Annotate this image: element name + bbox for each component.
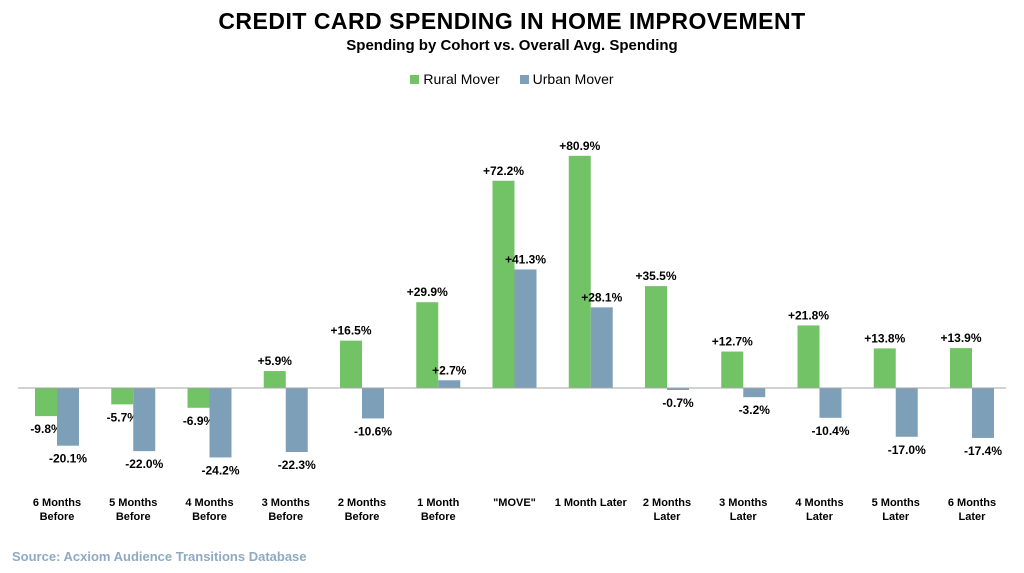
bar-urban-7 xyxy=(590,307,613,388)
category-label-1-line-0: 5 Months xyxy=(109,497,157,509)
category-label-1-line-1: Before xyxy=(116,511,151,523)
data-label-rural-6: +72.2% xyxy=(483,164,524,178)
bar-rural-6 xyxy=(492,180,515,388)
category-label-4-line-1: Before xyxy=(345,511,380,523)
bar-urban-11 xyxy=(895,388,918,437)
category-label-10-line-1: Later xyxy=(806,511,834,523)
bar-rural-4 xyxy=(340,340,362,388)
legend-item-rural: Rural Mover xyxy=(410,71,500,87)
bar-rural-5 xyxy=(416,302,439,388)
category-label-12-line-1: Later xyxy=(959,511,987,523)
bar-rural-9 xyxy=(721,351,744,388)
data-label-rural-10: +21.8% xyxy=(788,308,829,322)
data-label-rural-4: +16.5% xyxy=(330,324,371,338)
data-label-rural-1: -5.7% xyxy=(107,410,139,424)
category-label-2-line-0: 4 Months xyxy=(185,497,233,509)
bar-rural-8 xyxy=(645,286,667,388)
legend: Rural Mover Urban Mover xyxy=(0,71,1024,87)
bar-urban-12 xyxy=(972,388,994,438)
data-label-urban-0: -20.1% xyxy=(49,452,87,466)
data-label-urban-5: +2.7% xyxy=(432,363,467,377)
data-label-rural-8: +35.5% xyxy=(635,269,676,283)
category-label-5-line-1: Before xyxy=(421,511,456,523)
data-label-urban-2: -24.2% xyxy=(201,463,239,477)
category-label-0-line-1: Before xyxy=(40,511,75,523)
bar-rural-0 xyxy=(35,388,57,417)
legend-label-rural: Rural Mover xyxy=(423,71,500,87)
data-label-urban-4: -10.6% xyxy=(354,424,392,438)
bar-urban-0 xyxy=(57,388,79,446)
bar-rural-12 xyxy=(950,348,972,388)
category-label-3-line-0: 3 Months xyxy=(262,497,310,509)
category-label-12-line-0: 6 Months xyxy=(948,497,996,509)
bar-rural-1 xyxy=(111,388,134,405)
data-label-urban-8: -0.7% xyxy=(662,396,694,410)
category-label-6-line-0: "MOVE" xyxy=(493,497,536,509)
bar-rural-10 xyxy=(797,325,820,388)
data-label-urban-12: -17.4% xyxy=(964,444,1002,458)
data-label-urban-10: -10.4% xyxy=(811,424,849,438)
chart-subtitle: Spending by Cohort vs. Overall Avg. Spen… xyxy=(346,37,678,54)
bar-urban-10 xyxy=(819,388,842,418)
chart-title: CREDIT CARD SPENDING IN HOME IMPROVEMENT xyxy=(218,8,806,34)
legend-swatch-rural xyxy=(410,74,420,84)
category-label-5-line-0: 1 Month xyxy=(417,497,459,509)
bar-rural-11 xyxy=(873,348,896,388)
data-label-rural-7: +80.9% xyxy=(559,139,600,153)
category-label-4-line-0: 2 Months xyxy=(338,497,386,509)
legend-item-urban: Urban Mover xyxy=(519,71,614,87)
data-label-urban-7: +28.1% xyxy=(581,290,622,304)
category-label-0-line-0: 6 Months xyxy=(33,497,81,509)
category-label-3-line-1: Before xyxy=(268,511,303,523)
data-label-urban-11: -17.0% xyxy=(888,443,926,457)
bar-urban-3 xyxy=(285,388,308,453)
data-label-rural-0: -9.8% xyxy=(30,422,62,436)
bar-urban-1 xyxy=(133,388,156,452)
category-label-8-line-1: Later xyxy=(654,511,682,523)
data-label-urban-1: -22.0% xyxy=(125,457,163,471)
data-label-rural-12: +13.9% xyxy=(940,331,981,345)
legend-label-urban: Urban Mover xyxy=(532,71,614,87)
category-label-11-line-0: 5 Months xyxy=(872,497,920,509)
bar-urban-8 xyxy=(667,388,689,391)
bar-urban-4 xyxy=(362,388,384,419)
category-label-10-line-0: 4 Months xyxy=(795,497,843,509)
category-label-9-line-1: Later xyxy=(730,511,758,523)
data-label-rural-3: +5.9% xyxy=(258,354,293,368)
bar-rural-3 xyxy=(263,371,286,388)
data-label-rural-2: -6.9% xyxy=(183,414,215,428)
data-label-rural-9: +12.7% xyxy=(712,335,753,349)
data-label-urban-9: -3.2% xyxy=(739,403,771,417)
category-label-2-line-1: Before xyxy=(192,511,227,523)
category-label-7-line-0: 1 Month Later xyxy=(555,497,628,509)
data-label-rural-5: +29.9% xyxy=(407,285,448,299)
bar-urban-6 xyxy=(514,269,537,388)
bar-urban-2 xyxy=(209,388,232,458)
category-label-11-line-1: Later xyxy=(882,511,910,523)
data-label-rural-11: +13.8% xyxy=(864,331,905,345)
source-note: Source: Acxiom Audience Transitions Data… xyxy=(12,549,307,564)
bar-rural-2 xyxy=(187,388,210,408)
bar-urban-5 xyxy=(438,380,461,388)
bar-rural-7 xyxy=(568,155,591,388)
category-label-8-line-0: 2 Months xyxy=(643,497,691,509)
category-label-9-line-0: 3 Months xyxy=(719,497,767,509)
data-label-urban-3: -22.3% xyxy=(278,458,316,472)
bar-urban-9 xyxy=(743,388,766,398)
legend-swatch-urban xyxy=(519,74,529,84)
data-label-urban-6: +41.3% xyxy=(505,252,546,266)
